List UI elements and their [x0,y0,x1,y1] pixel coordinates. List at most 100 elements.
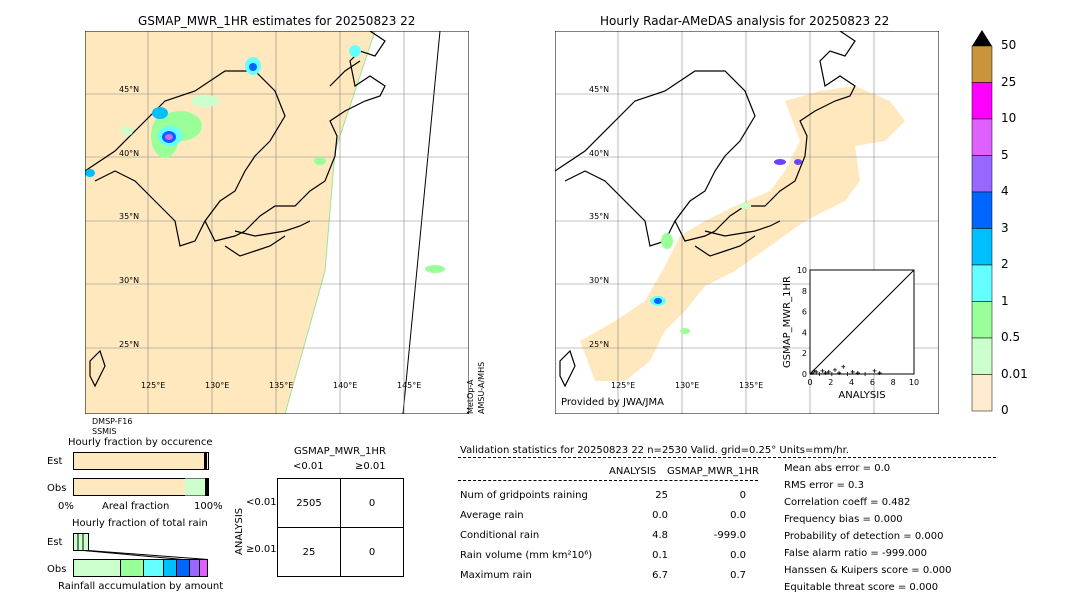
row-header: <0.01 [246,497,277,508]
scatter-point [850,369,855,374]
x-tick-label: 8 [891,378,896,387]
cell: 0 [340,478,404,528]
lon-label: 135°E [269,381,294,390]
colorbar-segment [971,45,993,83]
row-label-obs: Obs [47,483,67,494]
lat-label: 25°N [589,340,610,349]
col-analysis: ANALYSIS [609,466,657,477]
table-row: Rain volume (mm km²10⁶) 0.1 0.0 [460,549,746,561]
lon-label: 125°E [611,381,636,390]
validation-table: Num of gridpoints raining 25 0 Average r… [456,485,750,585]
axis-left: 0% [58,501,74,512]
scatter-point [823,370,828,375]
col-header: <0.01 [293,461,324,472]
colorbar-label: 0 [1001,403,1009,417]
scatter-point [829,372,834,376]
scatter-point [837,370,842,375]
lat-label: 35°N [589,212,610,221]
table-row: Conditional rain 4.8 -999.0 [460,529,746,541]
satellite-label: SSMIS [92,427,117,436]
satellite-label-vertical: AMSU-A/MHS [477,361,486,414]
row-axis-label: ANALYSIS [234,507,245,555]
colorbar-segment [971,118,993,156]
scatter-point [845,372,850,376]
scatter-point [820,368,825,373]
colorbar-segment [971,264,993,302]
satellite-label: DMSP-F16 [92,417,133,426]
diagonal-line [809,269,915,375]
x-tick-label: 10 [909,378,919,387]
x-axis-label: ANALYSIS [838,390,885,401]
lat-label: 30°N [119,276,140,285]
fraction-total-title: Hourly fraction of total rain [72,518,208,529]
scatter-point [872,368,877,373]
colorbar-label: 4 [1001,184,1009,198]
left-map [85,31,469,414]
score-list: Mean abs error = 0.0 RMS error = 0.3 Cor… [784,460,951,596]
table-row: Num of gridpoints raining 25 0 [460,489,746,501]
x-tick-label: 6 [870,378,875,387]
colorbar-segment [971,374,993,412]
table-row: Maximum rain 6.7 0.7 [460,569,746,581]
scatter-point [817,372,822,376]
scatter-point [812,368,817,373]
cell: 25 [277,527,341,577]
lat-label: 40°N [119,149,140,158]
colorbar-segment [971,301,993,339]
y-tick-label: 6 [802,308,807,317]
axis-right: 100% [194,501,223,512]
lon-label: 145°E [397,381,422,390]
right-map-title: Hourly Radar-AMeDAS analysis for 2025082… [600,14,890,28]
lon-label: 130°E [205,381,230,390]
lon-label: 130°E [675,381,700,390]
axis-label: Rainfall accumulation by amount [58,581,224,592]
data-credit: Provided by JWA/JMA [561,397,664,408]
fraction-total-bars [73,533,209,577]
y-tick-label: 4 [802,328,807,337]
scatter-point [810,370,815,375]
y-tick-label: 2 [802,349,807,358]
scatter-point [814,369,819,374]
score: Probability of detection = 0.000 [784,531,944,542]
y-tick-label: 0 [802,370,807,379]
fraction-occurrence-bars [73,452,209,496]
x-tick-label: 4 [849,378,854,387]
colorbar-label: 2 [1001,257,1009,271]
scatter-point [832,367,837,372]
col-gsmap: GSMAP_MWR_1HR [667,466,759,477]
colorbar-segment [971,82,993,120]
score: Mean abs error = 0.0 [784,463,891,474]
left-map-title: GSMAP_MWR_1HR estimates for 20250823 22 [138,14,416,28]
colorbar-arrow [972,30,992,46]
lat-label: 45°N [119,85,140,94]
colorbar-label: 3 [1001,220,1009,235]
x-tick-label: 2 [828,378,833,387]
row-label-obs: Obs [47,564,67,575]
colorbar-label: 0.5 [1001,330,1021,344]
col-header: ≥0.01 [355,461,386,472]
lon-label: 125°E [141,381,166,390]
row-label-est: Est [47,456,63,467]
row-header: ≥0.01 [246,544,277,555]
y-axis-label: GSMAP_MWR_1HR [782,276,793,368]
colorbar-label: 5 [1001,147,1009,162]
colorbar-label: 25 [1001,74,1017,89]
colorbar-label: 10 [1001,111,1017,125]
score: Equitable threat score = 0.000 [784,582,939,593]
lat-label: 35°N [119,212,140,221]
row-label-est: Est [47,537,63,548]
validation-header: Validation statistics for 20250823 22 n=… [460,445,849,456]
colorbar-segment [971,228,993,266]
x-tick-label: 0 [807,378,812,387]
scatter-point [863,372,868,376]
scatter-point [841,364,846,369]
lon-label: 140°E [333,381,358,390]
scatter-point [826,369,831,374]
colorbar [971,30,993,412]
score: Frequency bias = 0.000 [784,514,903,525]
score: Hanssen & Kuipers score = 0.000 [784,565,952,576]
lon-label: 135°E [739,381,764,390]
colorbar-segment [971,191,993,229]
cell: 2505 [277,478,341,528]
colorbar-label: 1 [1001,293,1009,308]
